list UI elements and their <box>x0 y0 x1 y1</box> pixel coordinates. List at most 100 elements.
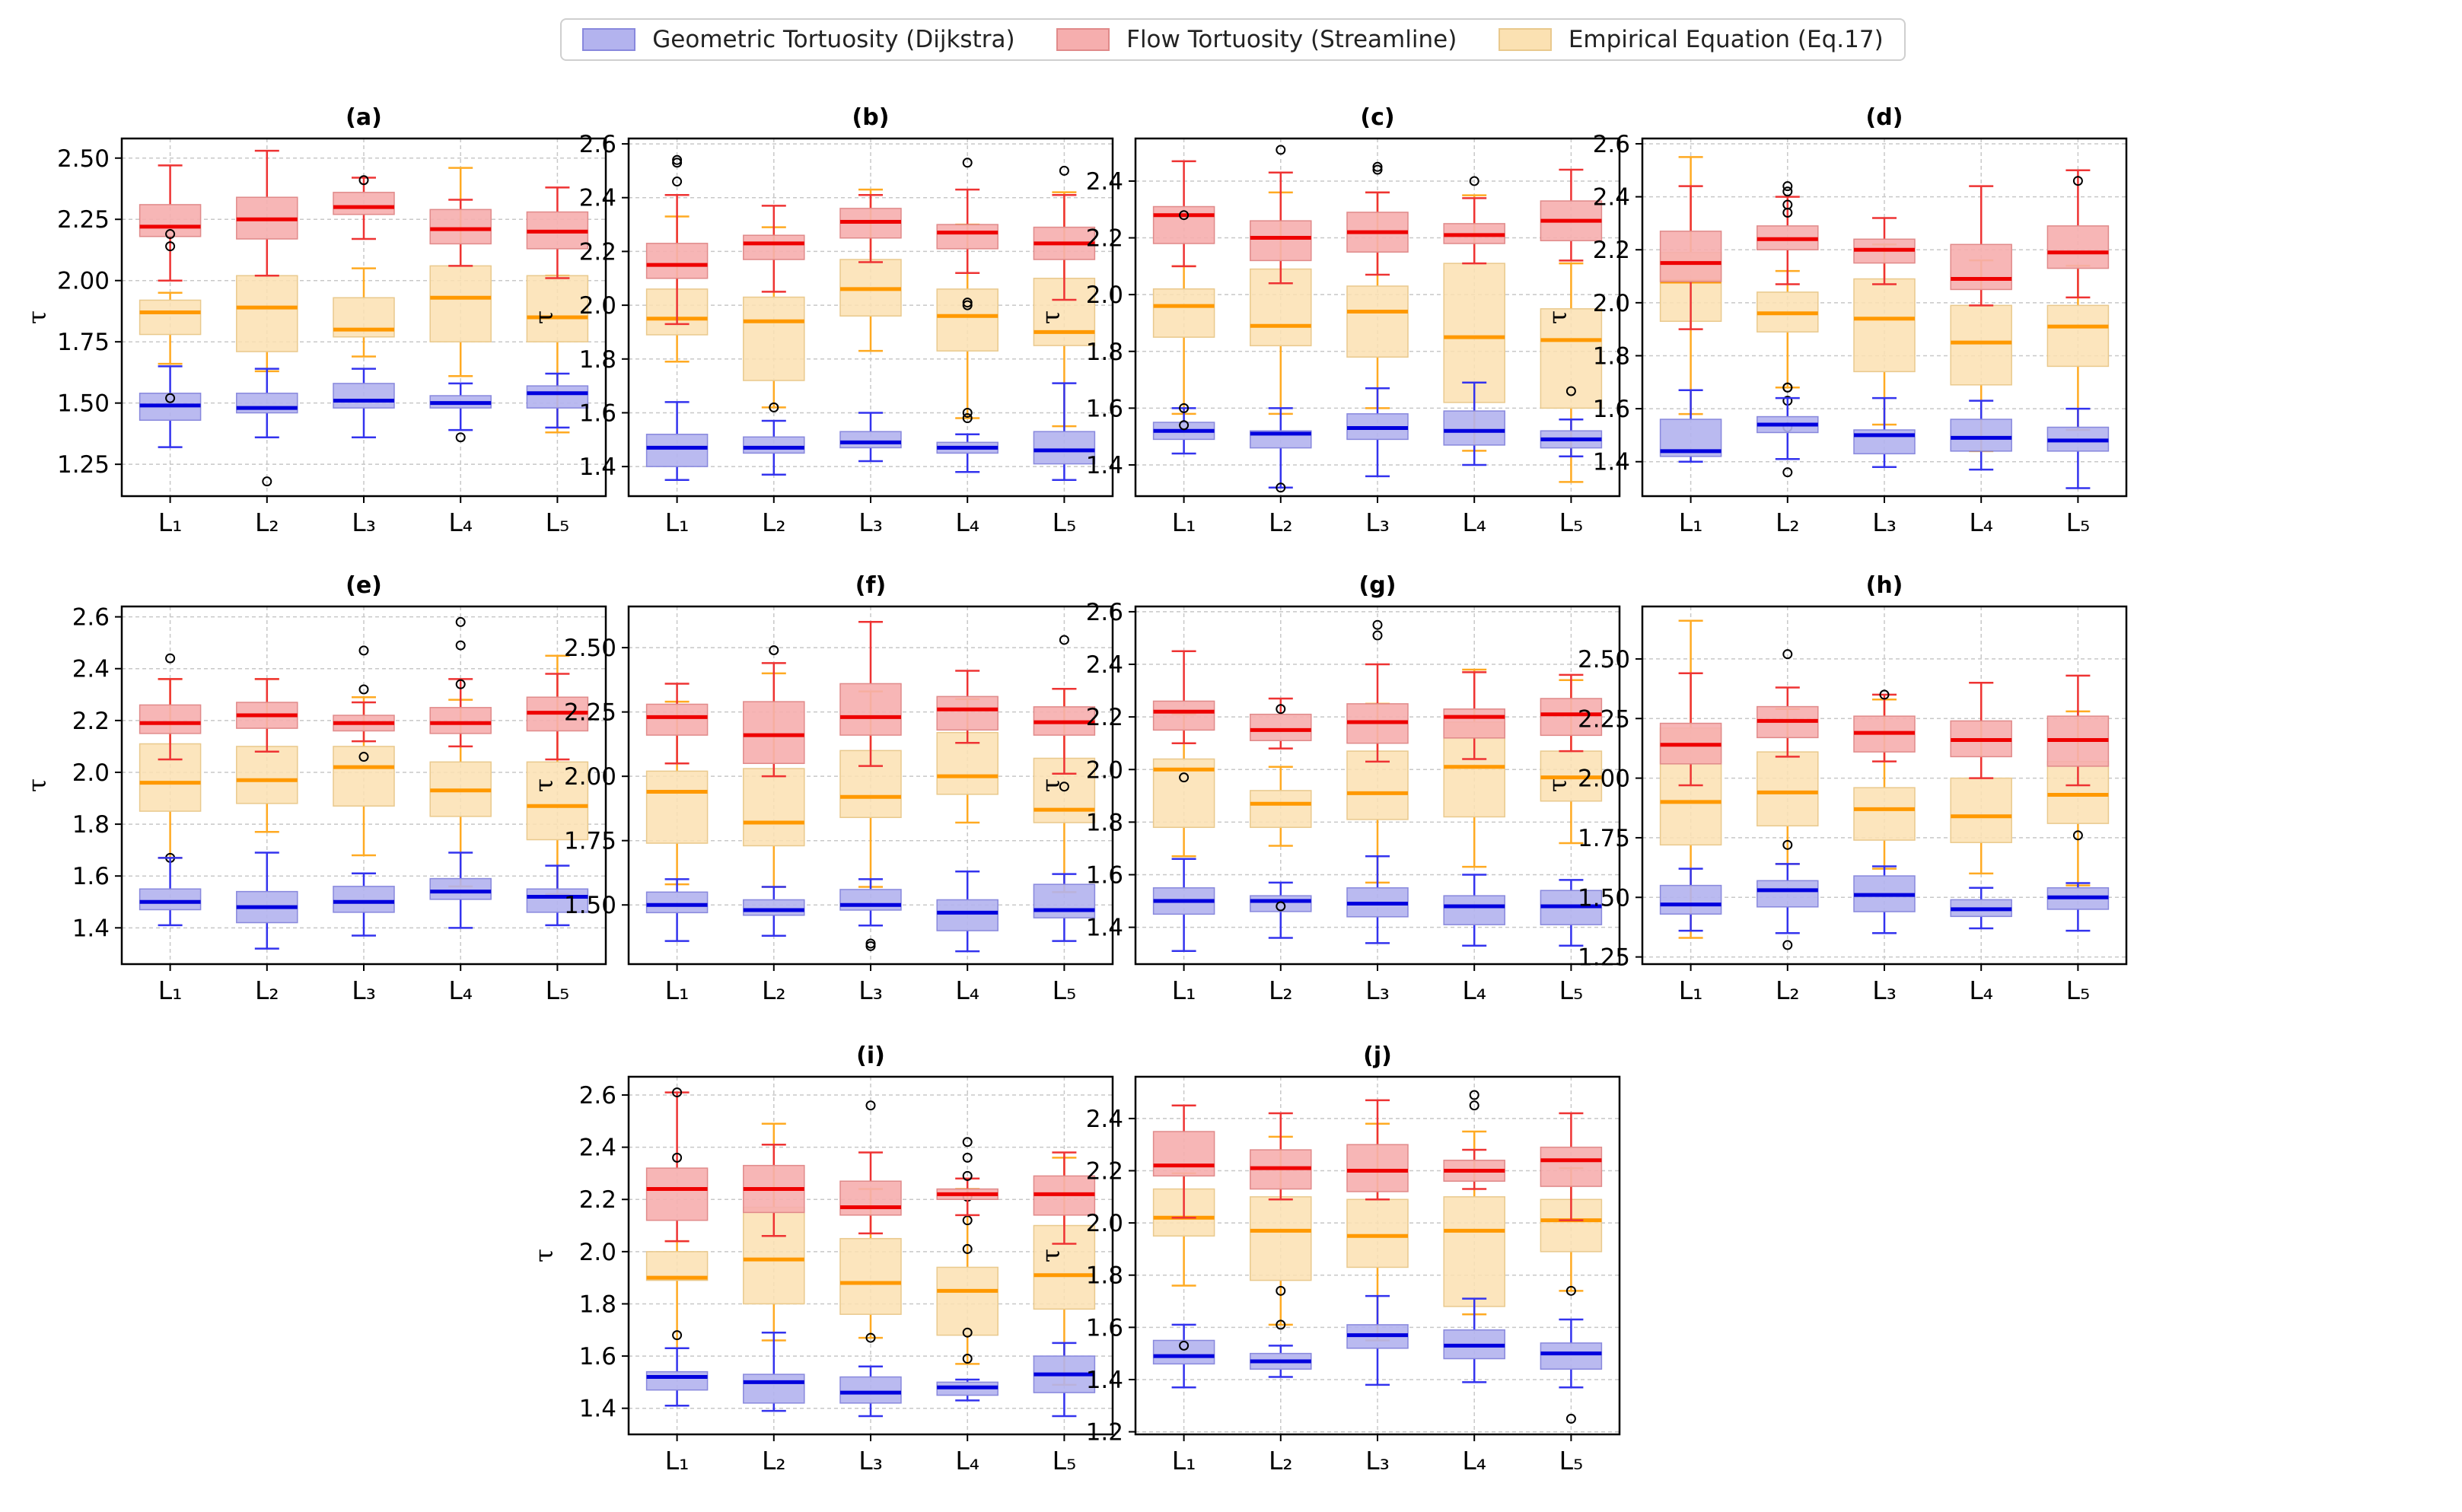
xtick-label: L₃ <box>1365 508 1390 537</box>
series-flow <box>1659 169 2110 432</box>
box-flow <box>936 696 998 731</box>
ytick-label: 1.4 <box>1086 452 1123 479</box>
outlier-flow <box>962 1137 973 1148</box>
panel-f: 1.50 1.75 2.00 2.25 2.50 L₁ L₂ L₃ L₄ L₅ (f) τ <box>529 572 1114 1005</box>
series-empirical <box>139 167 589 434</box>
outlier-empirical <box>1565 1285 1576 1296</box>
xtick-label: L₅ <box>1053 508 1077 537</box>
series-geometric <box>1152 381 1603 493</box>
ytick-label: 2.0 <box>579 1239 616 1266</box>
series-geometric <box>1152 1294 1603 1424</box>
box-geometric <box>429 877 492 900</box>
box-flow <box>1540 698 1603 737</box>
box-geometric <box>139 888 202 911</box>
legend-swatch-geometric <box>582 28 636 51</box>
box-empirical <box>333 746 395 807</box>
ytick-label: 1.6 <box>72 863 110 890</box>
ytick-label: 2.00 <box>1578 766 1630 793</box>
box-empirical <box>936 288 998 352</box>
outlier-geometric <box>1179 1340 1190 1351</box>
xtick-label: L₄ <box>1462 508 1486 537</box>
outlier-flow <box>962 1152 973 1163</box>
outlier-flow <box>455 616 466 627</box>
ytick-label: 2.0 <box>72 759 110 787</box>
box-empirical <box>839 1237 902 1315</box>
plot-frame <box>627 1075 1114 1436</box>
xtick-label: L₁ <box>1172 1446 1196 1475</box>
xtick-label: L₁ <box>158 508 183 537</box>
xtick-label: L₄ <box>955 508 979 537</box>
ytick-label: 1.8 <box>1086 1262 1123 1290</box>
xtick-label: L₅ <box>2066 508 2091 537</box>
xtick-label: L₁ <box>665 976 690 1005</box>
box-flow <box>139 204 202 237</box>
xtick-label: L₃ <box>352 976 376 1005</box>
xtick-label: L₃ <box>352 508 376 537</box>
outlier-empirical <box>1059 781 1069 792</box>
xtick-label: L₅ <box>1053 976 1077 1005</box>
box-flow <box>839 1180 902 1216</box>
box-geometric <box>1033 883 1096 918</box>
ytick-label: 1.75 <box>1578 825 1630 852</box>
panel-i: 1.4 1.6 1.8 2.0 2.2 2.4 2.6 L₁ L₂ L₃ L₄ L₅ (i) τ <box>529 1042 1114 1475</box>
outlier-flow <box>358 175 369 186</box>
panel-title: (g) <box>1359 572 1397 599</box>
xtick-label: L₃ <box>858 976 883 1005</box>
box-empirical <box>1346 285 1409 358</box>
outlier-flow <box>1782 207 1793 218</box>
outlier-geometric <box>1179 420 1190 431</box>
outlier-empirical <box>358 752 369 762</box>
plot-frame <box>120 137 607 498</box>
box-geometric <box>333 886 395 913</box>
outlier-flow <box>455 640 466 651</box>
box-geometric <box>333 383 395 409</box>
box-flow <box>1659 231 1722 282</box>
ytick-label: 1.8 <box>1593 342 1630 370</box>
box-empirical <box>743 768 805 847</box>
xtick-label: L₄ <box>448 508 473 537</box>
outlier-empirical <box>962 407 973 418</box>
outlier-empirical <box>962 413 973 424</box>
ytick-label: 2.2 <box>1086 704 1123 731</box>
plot-frame <box>1134 605 1621 966</box>
outlier-empirical <box>1565 386 1576 396</box>
xtick-label: L₂ <box>1269 976 1293 1005</box>
legend-label-empirical: Empirical Equation (Eq.17) <box>1568 26 1884 53</box>
outlier-geometric <box>1782 940 1793 950</box>
series-geometric <box>139 365 589 487</box>
ytick-label: 1.8 <box>72 811 110 839</box>
outlier-geometric <box>1276 901 1286 912</box>
ytick-label: 2.25 <box>1578 705 1630 733</box>
series-flow <box>645 154 1096 326</box>
xtick-label: L₂ <box>762 1446 786 1475</box>
box-geometric <box>526 888 589 913</box>
outlier-flow <box>165 229 176 240</box>
y-axis-label: τ <box>529 1249 559 1262</box>
outlier-flow <box>1879 689 1890 700</box>
xtick-label: L₃ <box>1872 976 1897 1005</box>
ytick-label: 2.6 <box>579 1082 616 1109</box>
box-geometric <box>1540 1342 1603 1370</box>
outlier-flow <box>769 645 779 655</box>
legend-item-flow: Flow Tortuosity (Streamline) <box>1056 26 1457 53</box>
outlier-empirical <box>1276 1285 1286 1296</box>
xtick-label: L₂ <box>762 508 786 537</box>
outlier-flow <box>1372 164 1383 175</box>
box-empirical <box>645 1251 709 1281</box>
ytick-label: 2.2 <box>1593 237 1630 264</box>
xtick-label: L₅ <box>1559 1446 1584 1475</box>
panel-title: (f) <box>855 572 886 599</box>
box-empirical <box>526 761 589 841</box>
xtick-label: L₃ <box>1365 1446 1390 1475</box>
box-geometric <box>743 436 805 454</box>
outlier-flow <box>2072 176 2083 186</box>
outlier-flow <box>672 154 683 165</box>
panel-b: 1.4 1.6 1.8 2.0 2.2 2.4 2.6 L₁ L₂ L₃ L₄ L₅ (b) τ <box>529 104 1114 537</box>
panel-title: (d) <box>1866 104 1903 131</box>
y-axis-label: τ <box>1543 310 1572 324</box>
box-geometric <box>1757 880 1819 908</box>
box-empirical <box>2046 304 2110 368</box>
xtick-label: L₁ <box>1172 508 1196 537</box>
xtick-label: L₄ <box>955 976 979 1005</box>
xtick-label: L₅ <box>1559 976 1584 1005</box>
